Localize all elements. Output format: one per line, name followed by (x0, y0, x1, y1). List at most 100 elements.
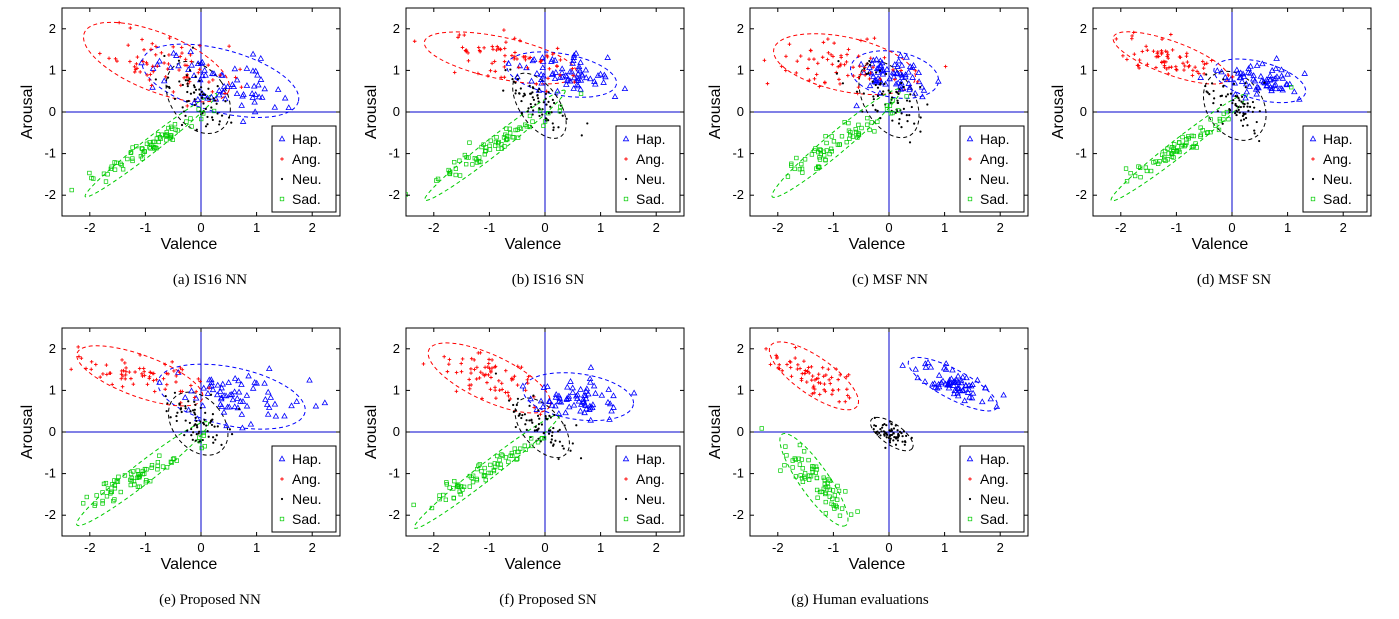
data-point (1220, 94, 1224, 97)
data-point (1228, 108, 1232, 112)
data-point (581, 400, 589, 407)
data-point (128, 59, 132, 64)
data-point (504, 134, 510, 139)
data-point (553, 101, 556, 105)
y-tick-label: -2 (388, 187, 400, 202)
data-point (218, 120, 221, 123)
y-tick-label: 2 (393, 341, 400, 356)
data-point (814, 72, 819, 77)
data-point (1251, 100, 1255, 104)
data-point (871, 80, 874, 83)
data-point (1222, 78, 1225, 81)
data-point (552, 69, 560, 75)
data-point (597, 70, 604, 77)
data-point (872, 98, 875, 101)
data-point (520, 111, 523, 114)
data-point (915, 69, 923, 76)
data-point (264, 388, 272, 395)
data-point (1182, 144, 1187, 149)
data-point (107, 371, 112, 376)
data-point (578, 70, 586, 77)
data-point (885, 436, 888, 439)
data-point (230, 83, 238, 90)
data-point (832, 493, 838, 498)
data-point (1239, 105, 1242, 109)
data-point (806, 66, 810, 71)
series-sad (69, 107, 217, 193)
data-point (1252, 85, 1260, 92)
data-point (837, 77, 841, 82)
data-point (1162, 59, 1166, 64)
data-point (245, 372, 252, 379)
data-point (1246, 102, 1249, 105)
data-point (199, 116, 204, 122)
data-point (1263, 82, 1270, 89)
data-point (456, 35, 460, 40)
data-point (112, 167, 118, 172)
data-point (516, 62, 524, 69)
data-point (1238, 99, 1241, 102)
data-point (818, 147, 823, 153)
data-point (140, 372, 144, 376)
data-point (188, 116, 193, 121)
data-point (165, 67, 170, 71)
data-point (1121, 53, 1125, 58)
x-tick-label: -1 (140, 220, 152, 235)
data-point (200, 90, 203, 93)
data-point (1242, 105, 1245, 108)
data-point (527, 113, 533, 119)
data-point (605, 386, 612, 392)
data-point (883, 422, 886, 426)
data-point (876, 94, 880, 98)
data-point (830, 62, 835, 67)
data-point (194, 389, 198, 394)
y-axis-label: Arousal (363, 85, 380, 139)
data-point (558, 58, 563, 62)
data-point (140, 146, 145, 152)
data-point (213, 391, 221, 398)
data-point (193, 91, 196, 94)
data-point (768, 362, 773, 367)
data-point (587, 363, 595, 370)
data-point (124, 369, 128, 374)
data-point (145, 62, 149, 66)
data-point (514, 92, 517, 95)
y-axis-label: Arousal (707, 405, 724, 459)
y-axis-label: Arousal (19, 85, 36, 139)
data-point (830, 496, 835, 502)
data-point (196, 107, 201, 112)
data-point (452, 478, 457, 484)
data-point (874, 424, 878, 428)
data-point (1239, 70, 1247, 77)
data-point (540, 72, 547, 79)
data-point (1213, 97, 1216, 100)
data-point (166, 62, 171, 66)
data-point (545, 103, 548, 106)
data-point (193, 86, 196, 89)
data-point (902, 73, 909, 80)
data-point (238, 67, 242, 72)
y-tick-label: -2 (44, 507, 56, 522)
y-tick-label: -1 (732, 146, 744, 161)
data-point (187, 79, 192, 84)
data-point (898, 61, 906, 68)
data-point (1178, 55, 1183, 60)
data-point (537, 427, 540, 430)
legend-label: Hap. (1323, 131, 1353, 147)
data-point (257, 76, 265, 82)
data-point (1162, 148, 1168, 154)
data-point (499, 381, 504, 386)
data-point (89, 360, 94, 364)
data-point (470, 162, 475, 167)
y-tick-label: 2 (393, 21, 400, 36)
data-point (519, 87, 522, 90)
data-point (877, 57, 884, 64)
legend-label: Sad. (980, 191, 1009, 207)
data-point (199, 86, 203, 89)
y-tick-label: -1 (1075, 146, 1087, 161)
data-point (519, 365, 524, 369)
data-point (1218, 68, 1225, 75)
data-point (169, 460, 174, 465)
data-point (548, 71, 556, 78)
